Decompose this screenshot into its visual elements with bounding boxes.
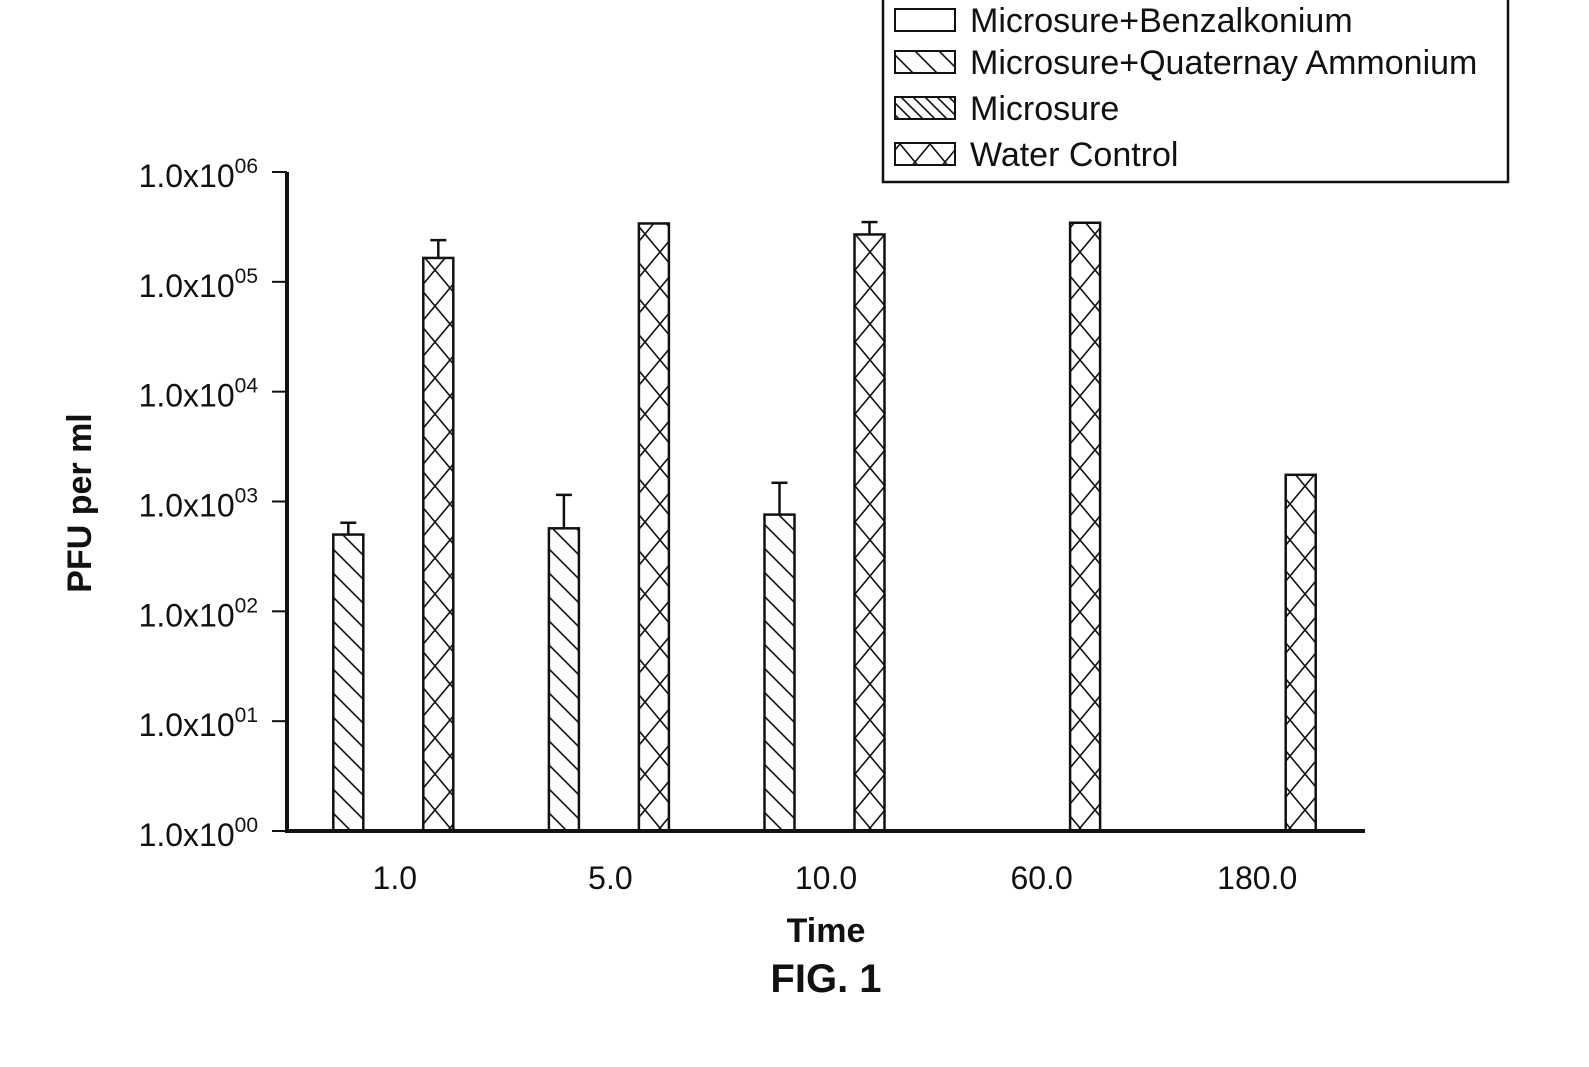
- bar-fill: [1070, 223, 1100, 831]
- y-tick-label: 1.0x1000: [139, 814, 258, 853]
- y-tick-label: 1.0x1005: [139, 265, 258, 304]
- bar-fill: [765, 515, 795, 831]
- y-axis-title: PFU per ml: [61, 413, 99, 592]
- bar-fill: [423, 258, 453, 831]
- y-tick-label: 1.0x1003: [139, 485, 258, 524]
- legend-swatch: [895, 51, 955, 73]
- y-tick-label: 1.0x1002: [139, 594, 258, 633]
- bar-fill: [1286, 475, 1316, 831]
- y-axis-ticks: 1.0x10001.0x10011.0x10021.0x10031.0x1004…: [139, 155, 287, 853]
- x-tick-label: 60.0: [1010, 860, 1072, 896]
- y-tick-label-exponent: 02: [235, 594, 258, 617]
- y-tick-label-base: 1.0x10: [139, 817, 235, 853]
- x-tick-label: 1.0: [373, 860, 417, 896]
- legend-swatch: [895, 9, 955, 31]
- y-tick-label-exponent: 00: [235, 814, 258, 837]
- y-tick-label-exponent: 03: [235, 485, 258, 508]
- y-tick-label-base: 1.0x10: [139, 158, 235, 194]
- bar-fill: [333, 535, 363, 831]
- legend-swatch: [895, 143, 955, 165]
- y-tick-label: 1.0x1006: [139, 155, 258, 194]
- x-tick-label: 10.0: [795, 860, 857, 896]
- bar-fill: [855, 234, 885, 831]
- y-tick-label-exponent: 05: [235, 265, 258, 288]
- x-axis-tick-labels: 1.0 5.0 10.0 60.0 180.0: [373, 860, 1298, 896]
- figure-caption: FIG. 1: [770, 957, 881, 1001]
- legend-swatch: [895, 97, 955, 119]
- x-axis-title: Time: [787, 912, 866, 950]
- legend-label: Microsure: [970, 90, 1119, 128]
- y-tick-label-base: 1.0x10: [139, 268, 235, 304]
- legend-label: Microsure+Benzalkonium: [970, 2, 1353, 40]
- legend: Microsure+Benzalkonium Microsure+Quaterna…: [883, 0, 1508, 182]
- y-tick-label: 1.0x1004: [139, 375, 259, 414]
- bar-fill: [549, 528, 579, 831]
- legend-label: Microsure+Quaternay Ammonium: [970, 44, 1477, 82]
- y-tick-label-base: 1.0x10: [139, 597, 235, 633]
- bar-fill: [639, 223, 669, 831]
- x-tick-label: 5.0: [588, 860, 632, 896]
- y-tick-label-exponent: 06: [235, 155, 258, 178]
- bars: [333, 222, 1315, 831]
- y-tick-label-exponent: 01: [235, 704, 258, 727]
- y-tick-label-base: 1.0x10: [139, 488, 235, 524]
- y-tick-label-base: 1.0x10: [139, 378, 235, 414]
- y-tick-label-base: 1.0x10: [139, 707, 235, 743]
- y-tick-label: 1.0x1001: [139, 704, 258, 743]
- legend-label: Water Control: [970, 136, 1178, 174]
- y-tick-label-exponent: 04: [235, 375, 259, 398]
- x-tick-label: 180.0: [1217, 860, 1297, 896]
